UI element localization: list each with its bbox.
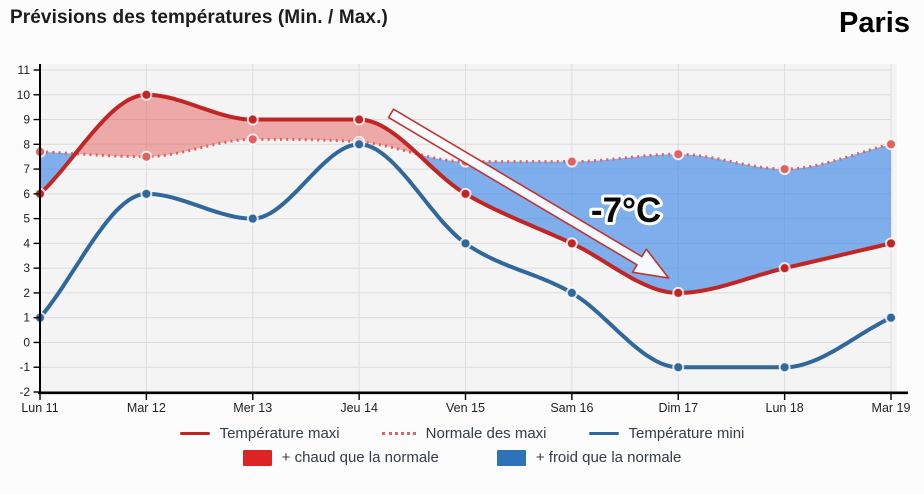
x-tick-label: Jeu 14 [340,401,378,415]
maxi-line-swatch [179,432,210,435]
x-tick-label: Mer 13 [233,401,272,415]
data-point[interactable] [672,286,685,299]
data-point[interactable] [778,163,791,176]
legend: Température maxi Normale des maxi Tempér… [0,425,924,466]
data-point[interactable] [353,138,366,151]
y-tick-label: 2 [23,286,30,300]
data-point[interactable] [672,148,685,161]
data-point[interactable] [778,361,791,374]
colder-fill-swatch [496,449,526,466]
x-tick-label: Mar 19 [872,401,911,415]
x-tick-label: Lun 18 [766,401,804,415]
legend-label-colder-than-normal: + froid que la normale [535,449,682,466]
temperature-chart[interactable]: -2 -1 0 1 2 3 4 5 6 7 8 9 10 11 Lun 11 Mar 12 Mer 13 Jeu … [0,0,924,422]
legend-label-temperature-maxi: Température maxi [219,425,340,442]
x-tick-label: Dim 17 [658,401,698,415]
data-point[interactable] [885,138,897,151]
legend-item-normale-des-maxi[interactable]: Normale des maxi [381,425,547,442]
y-tick-label: 4 [23,236,30,250]
legend-label-temperature-mini: Température mini [628,425,745,442]
legend-item-temperature-maxi[interactable]: Température maxi [179,425,340,442]
y-tick-label: 8 [23,137,30,151]
y-tick-label: 9 [23,113,30,127]
data-point[interactable] [246,113,259,126]
y-tick-label: 0 [23,335,30,349]
mini-line-swatch [588,432,619,435]
legend-label-normale-des-maxi: Normale des maxi [425,425,547,442]
data-point[interactable] [778,262,791,275]
annotation-arrow [387,108,670,279]
legend-item-colder-than-normal[interactable]: + froid que la normale [496,449,682,466]
y-tick-label: 10 [17,88,31,102]
data-point[interactable] [565,286,578,299]
y-tick-label: -2 [19,385,30,399]
data-point[interactable] [140,88,153,101]
x-tick-label: Lun 11 [21,401,58,415]
data-point[interactable] [459,237,472,250]
warmer-than-normal-area [75,94,418,157]
x-tick-label: Mar 12 [127,401,166,415]
data-point[interactable] [672,361,685,374]
x-axis: Lun 11 Mar 12 Mer 13 Jeu 14 Ven 15 Sam 16 Dim … [21,394,910,415]
data-point[interactable] [246,212,259,225]
data-point[interactable] [246,133,259,146]
y-axis: -2 -1 0 1 2 3 4 5 6 7 8 9 10 11 [17,63,40,399]
y-tick-label: 3 [23,261,30,275]
legend-fills-row: + chaud que la normale + froid que la no… [242,449,682,466]
data-point[interactable] [140,150,153,163]
legend-item-temperature-mini[interactable]: Température mini [588,425,745,442]
data-point[interactable] [353,113,366,126]
y-tick-label: 7 [23,162,30,176]
y-tick-label: 1 [23,311,30,325]
legend-label-warmer-than-normal: + chaud que la normale [281,449,439,466]
data-point[interactable] [140,187,153,200]
y-tick-label: 11 [18,63,31,77]
y-tick-label: 5 [23,212,30,226]
data-point[interactable] [885,237,897,250]
annotation-label: -7°C [591,191,661,230]
x-tick-label: Ven 15 [446,401,485,415]
x-tick-label: Sam 16 [550,401,593,415]
warmer-fill-swatch [242,449,272,466]
y-tick-label: -1 [19,360,30,374]
legend-series-row: Température maxi Normale des maxi Tempér… [179,425,745,442]
data-point[interactable] [565,237,578,250]
colder-than-normal-area [418,144,891,293]
data-point[interactable] [885,311,897,324]
legend-item-warmer-than-normal[interactable]: + chaud que la normale [242,449,439,466]
y-tick-label: 6 [23,187,30,201]
data-point[interactable] [565,155,578,168]
data-point[interactable] [459,187,472,200]
normale-dotted-swatch [381,432,416,435]
